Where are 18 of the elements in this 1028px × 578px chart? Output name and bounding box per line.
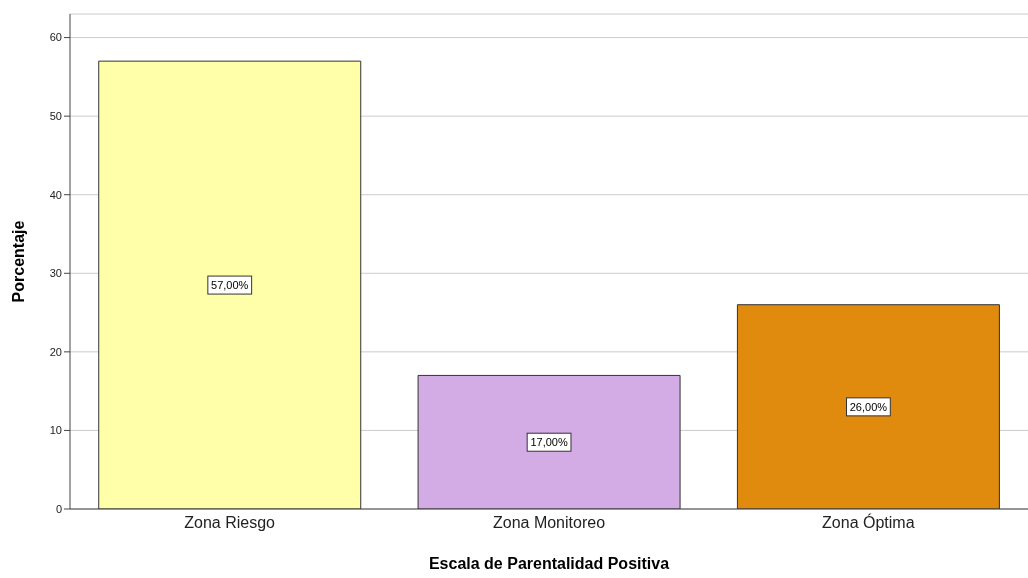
y-tick-label: 40 [49,188,62,201]
bar [417,374,681,509]
bar [98,60,362,509]
y-tick-label: 20 [49,345,62,358]
bar [736,304,1000,509]
x-tick-label: Zona Riesgo [184,514,276,532]
data-label: 17,00% [530,436,568,449]
y-tick-label: 60 [49,31,62,44]
y-tick-label: 0 [55,502,62,515]
x-tick-label: Zona Monitoreo [492,514,606,532]
x-axis-title: Escala de Parentalidad Positiva [428,555,670,572]
y-tick-label: 30 [49,267,62,280]
data-label: 57,00% [211,279,249,292]
y-tick-label: 50 [49,110,62,123]
data-label: 26,00% [849,400,888,413]
x-tick-label: Zona Óptima [822,513,915,532]
y-axis-title: Porcentaje [9,220,27,303]
y-tick-label: 10 [49,424,62,437]
